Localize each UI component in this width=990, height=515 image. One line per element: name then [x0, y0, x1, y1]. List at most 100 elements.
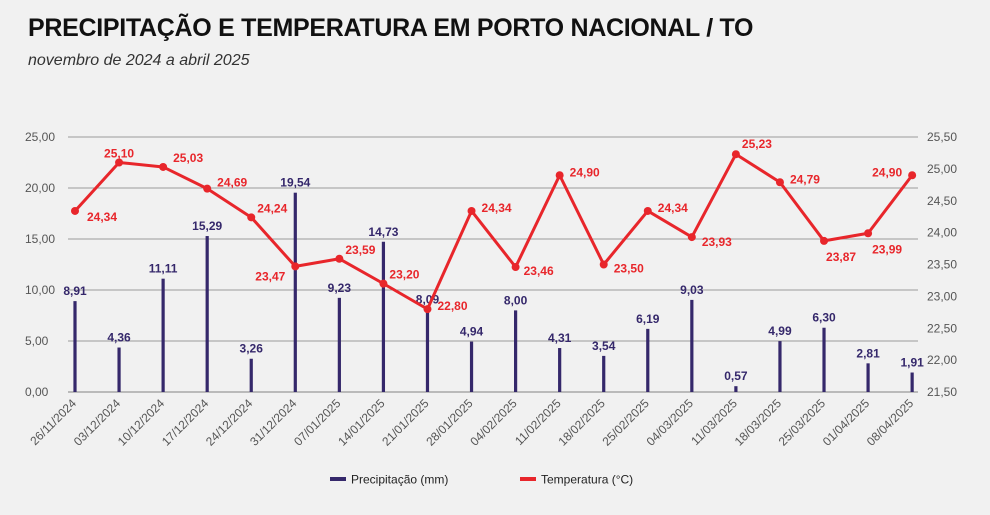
temperature-value-label: 23,87: [826, 250, 856, 264]
temperature-point: [203, 184, 212, 193]
precipitation-value-label: 6,30: [812, 311, 836, 325]
temperature-value-label: 24,79: [790, 172, 820, 186]
right-tick-label: 21,50: [927, 385, 957, 399]
left-tick-label: 25,00: [25, 130, 55, 144]
temperature-series-line: [73, 152, 914, 311]
right-tick-label: 22,00: [927, 353, 957, 367]
temperature-point: [599, 260, 608, 269]
precipitation-bar: [514, 310, 518, 392]
temperature-point: [687, 233, 696, 242]
temperature-point: [71, 206, 79, 215]
temperature-point: [511, 263, 520, 272]
precipitation-value-label: 0,57: [724, 369, 748, 383]
precipitation-bar: [205, 236, 209, 392]
temperature-value-label: 22,80: [437, 299, 467, 313]
precipitation-bar: [249, 358, 253, 392]
left-tick-label: 5,00: [25, 334, 49, 348]
precipitation-bar: [73, 301, 77, 392]
precipitation-value-label: 4,99: [768, 324, 792, 338]
x-tick-label: 08/04/2025: [864, 396, 917, 449]
temperature-point: [291, 262, 300, 271]
temperature-value-label: 24,69: [217, 176, 247, 190]
temperature-value-label: 23,93: [702, 235, 732, 249]
temperature-value-label: 23,47: [255, 269, 285, 283]
precipitation-bar: [161, 278, 165, 392]
temperature-point: [115, 158, 124, 167]
temperature-point: [864, 229, 873, 238]
precipitation-bar: [469, 341, 474, 392]
precipitation-bar: [734, 386, 738, 392]
temperature-point: [423, 305, 432, 314]
temperature-point: [643, 206, 652, 215]
right-tick-label: 22,50: [927, 321, 957, 335]
precipitation-value-label: 15,29: [192, 219, 222, 233]
precipitation-value-label: 8,91: [63, 284, 87, 298]
temperature-value-label: 25,03: [173, 151, 203, 165]
temperature-value-label: 24,34: [482, 201, 512, 215]
x-tick-label: 04/02/2025: [467, 396, 520, 449]
right-tick-label: 24,00: [927, 226, 957, 240]
precipitation-value-label: 6,19: [636, 312, 660, 326]
left-tick-label: 20,00: [25, 181, 55, 195]
legend-label-precipitation: Precipitação (mm): [351, 473, 448, 487]
precipitation-value-label: 8,00: [504, 293, 528, 307]
precipitation-bar: [425, 309, 430, 392]
right-axis: 21,50 22,00 22,50 23,00 23,50 24,00 24,50 25,00…: [927, 130, 957, 399]
precipitation-bar: [822, 327, 826, 392]
left-tick-label: 10,00: [25, 283, 55, 297]
temperature-value-label: 24,90: [872, 165, 902, 179]
temperature-value-label: 23,59: [345, 243, 375, 257]
precipitation-value-label: 9,03: [680, 283, 704, 297]
right-tick-label: 23,50: [927, 258, 957, 272]
temperature-point: [820, 236, 829, 245]
left-tick-label: 15,00: [25, 232, 55, 246]
temperature-point: [379, 279, 388, 288]
temperature-point: [555, 171, 564, 180]
temperature-value-label: 23,99: [872, 242, 902, 256]
precipitation-value-label: 4,36: [107, 331, 131, 345]
temperature-point: [159, 162, 168, 171]
right-tick-label: 24,50: [927, 194, 957, 208]
precipitation-value-label: 9,23: [328, 281, 352, 295]
precipitation-bars: 8,914,3611,1115,293,2619,549,2314,738,09…: [63, 176, 924, 392]
precipitation-value-label: 3,54: [592, 339, 616, 353]
precipitation-bar: [778, 341, 782, 392]
precipitation-value-label: 4,94: [460, 325, 484, 339]
temperature-value-label: 23,50: [614, 262, 644, 276]
legend-label-temperature: Temperatura (°C): [541, 473, 633, 487]
temperature-point: [467, 206, 476, 215]
right-tick-label: 23,00: [927, 289, 957, 303]
right-tick-label: 25,00: [927, 162, 957, 176]
right-tick-label: 25,50: [927, 130, 957, 144]
precipitation-value-label: 1,91: [900, 356, 924, 370]
legend-swatch-precipitation: [330, 477, 346, 481]
temperature-value-label: 24,34: [658, 201, 688, 215]
temperature-value-label: 24,90: [570, 165, 600, 179]
temperature-value-label: 23,46: [524, 264, 554, 278]
temperature-line: 24,34 25,10 25,03 24,69 24,24 23,47 23,59 23,20…: [71, 137, 917, 314]
precipitation-value-label: 2,81: [856, 346, 880, 360]
temperature-value-label: 25,23: [742, 137, 772, 151]
x-axis: 26/11/202403/12/202410/12/202417/12/2024…: [27, 396, 916, 449]
precipitation-bar: [866, 363, 870, 392]
legend: Precipitação (mm) Temperatura (°C): [330, 473, 633, 487]
precipitation-value-label: 11,11: [149, 262, 178, 276]
precipitation-bar: [381, 241, 386, 392]
precipitation-bar: [602, 355, 606, 392]
temperature-point: [731, 150, 740, 159]
temperature-point: [335, 254, 344, 263]
precipitation-bar: [646, 328, 650, 392]
legend-swatch-temperature: [520, 477, 536, 481]
precipitation-value-label: 19,54: [280, 176, 310, 190]
precipitation-value-label: 4,31: [548, 331, 572, 345]
precipitation-value-label: 3,26: [240, 342, 264, 356]
temperature-point: [775, 178, 784, 187]
precipitation-bar: [558, 348, 562, 392]
temperature-value-label: 24,24: [257, 201, 287, 215]
temperature-value-label: 24,34: [87, 210, 117, 224]
precipitation-bar: [293, 192, 297, 392]
x-tick-label: 04/03/2025: [644, 396, 697, 449]
temperature-value-label: 25,10: [104, 147, 134, 161]
chart-subtitle: novembro de 2024 a abril 2025: [28, 52, 250, 69]
left-tick-label: 0,00: [25, 385, 49, 399]
